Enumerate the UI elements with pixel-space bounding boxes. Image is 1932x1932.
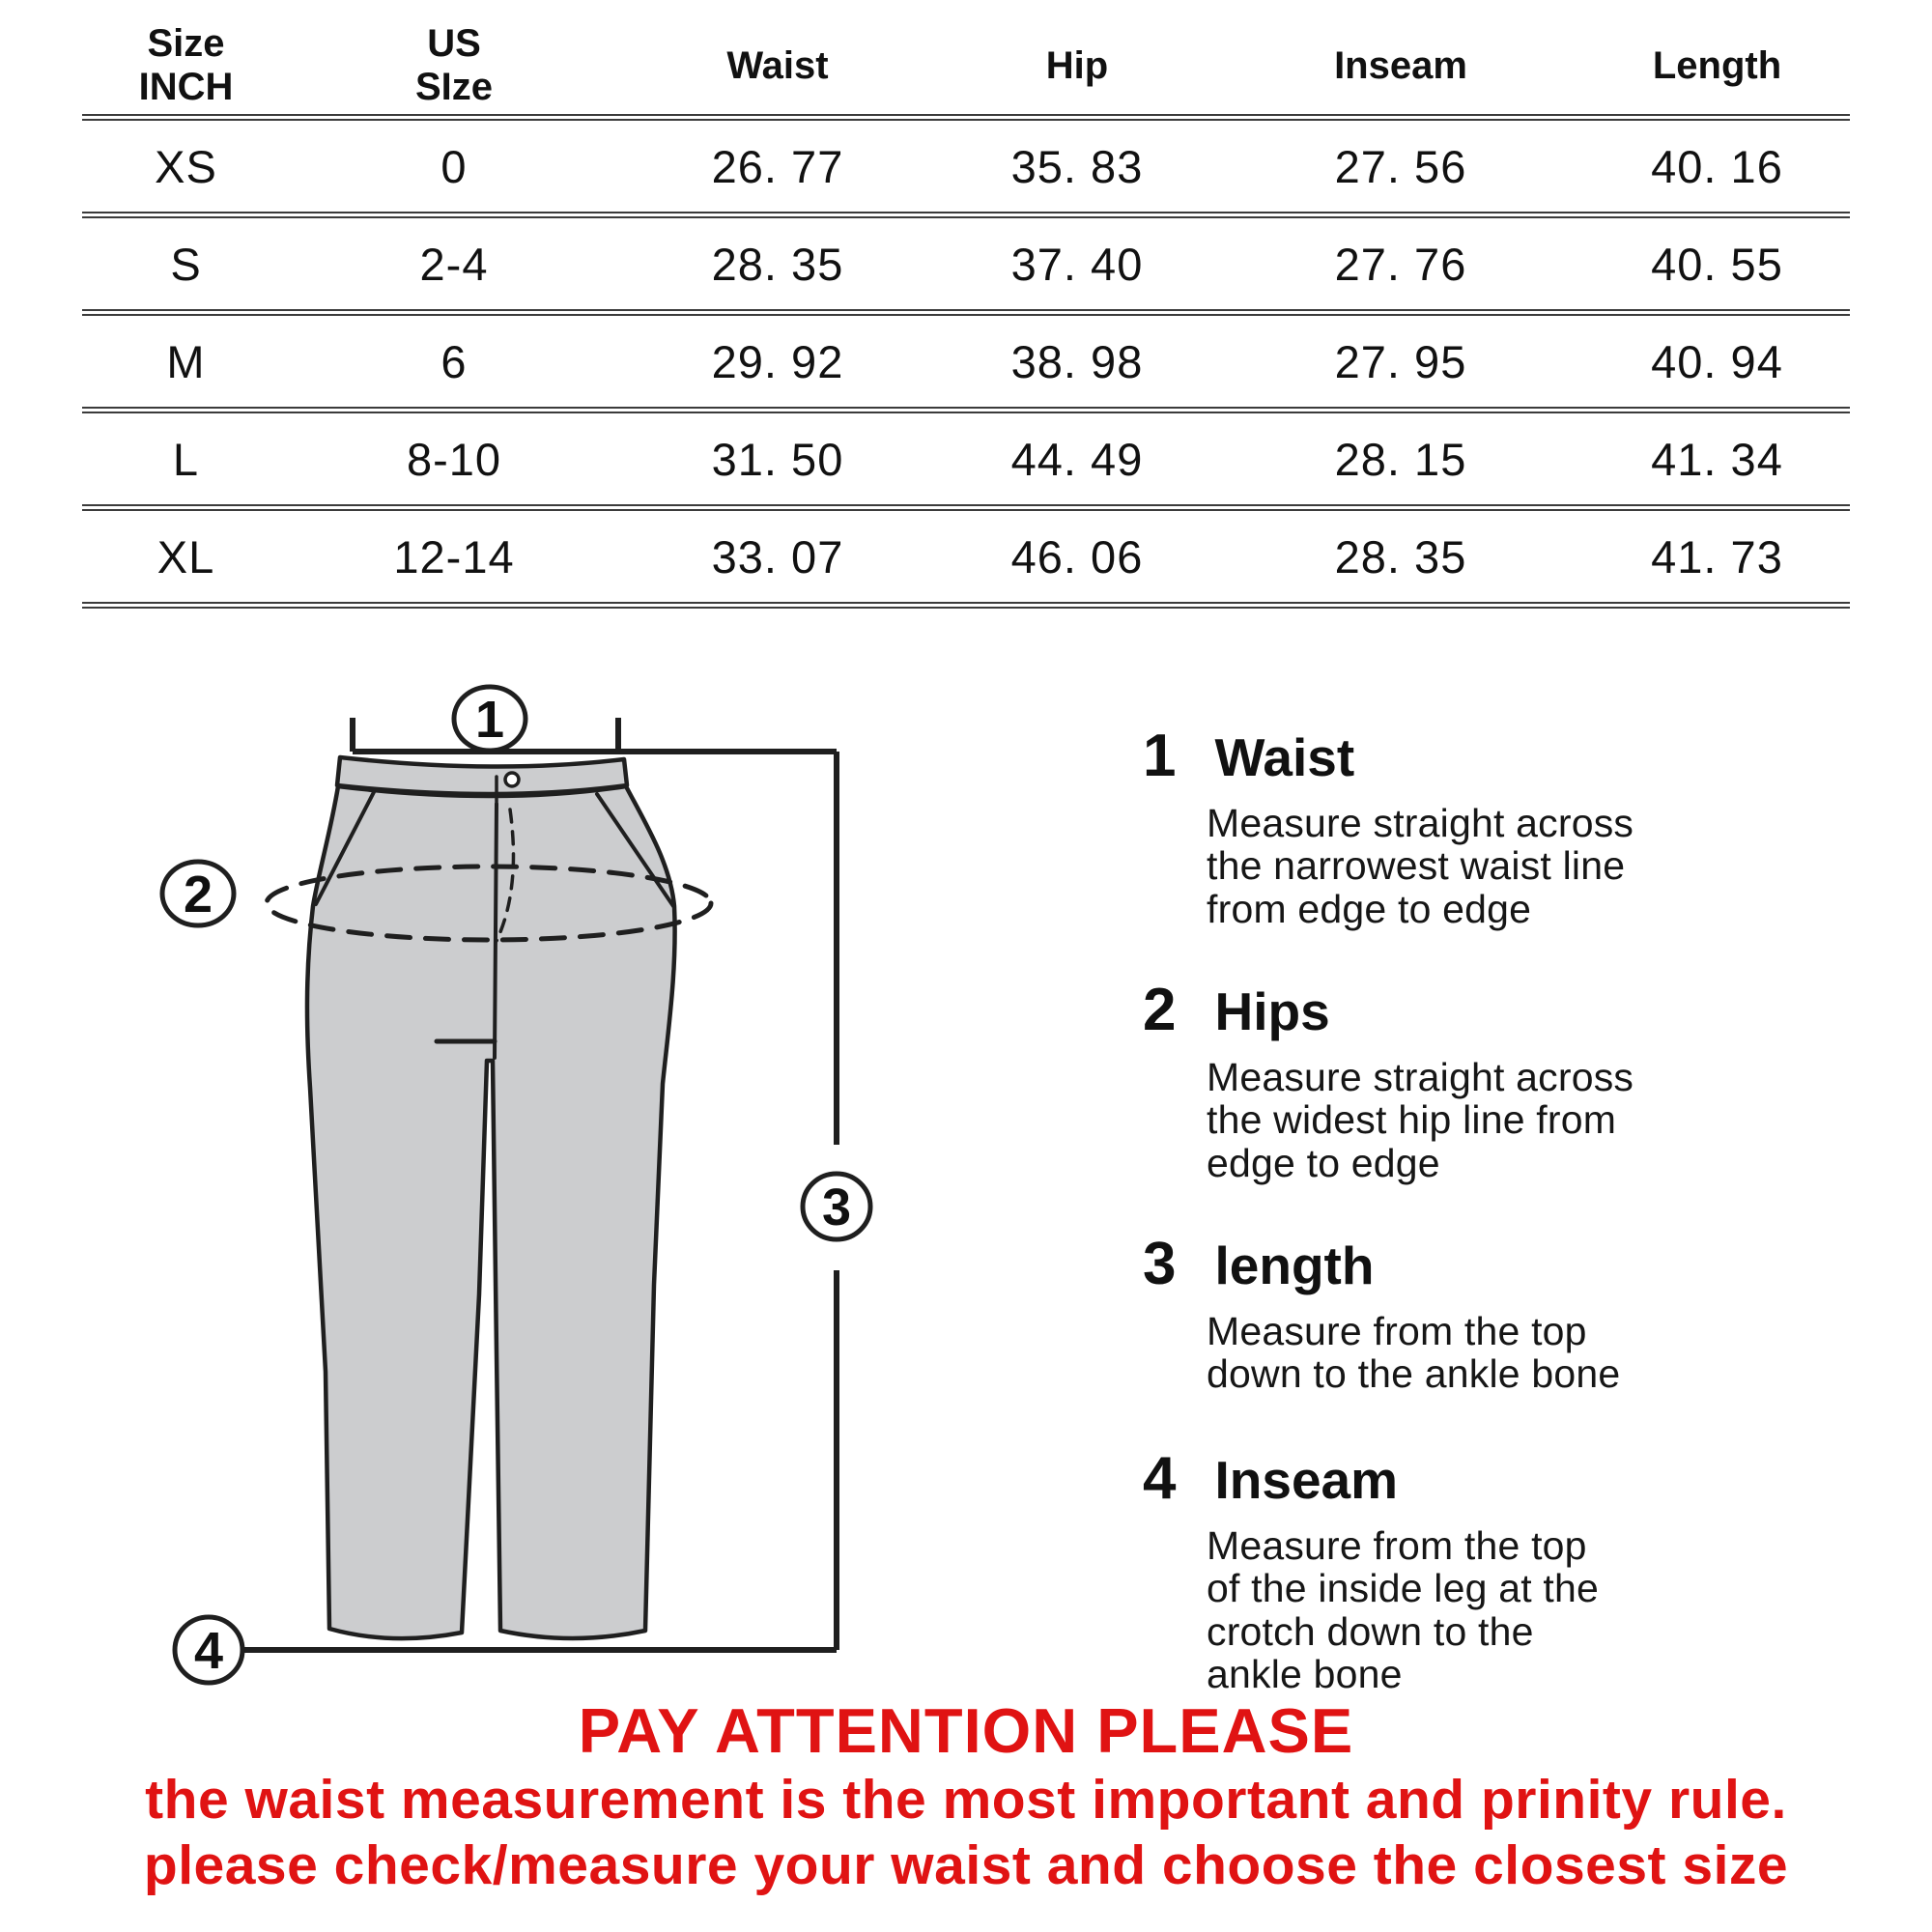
column-header-length: Length xyxy=(1652,43,1782,87)
column-header-size: Size INCH xyxy=(138,22,234,108)
cell-length: 40. 16 xyxy=(1651,140,1783,192)
cell-hip: 44. 49 xyxy=(1010,433,1144,485)
cell-inseam: 27. 95 xyxy=(1334,335,1467,387)
table-row-m: M 6 29. 92 38. 98 27. 95 40. 94 xyxy=(82,313,1850,411)
cell-hip: 35. 83 xyxy=(1010,140,1144,192)
instruction-number: 3 xyxy=(1143,1231,1177,1297)
instruction-inseam: 4 Inseam Measure from the top of the ins… xyxy=(1143,1449,1628,1695)
pocket-line-right xyxy=(595,792,675,908)
instruction-title: Waist xyxy=(1214,727,1355,787)
cell-length: 41. 34 xyxy=(1651,433,1783,485)
cell-size: XS xyxy=(155,140,217,192)
cell-us-size: 0 xyxy=(440,140,468,192)
callout-4-circle xyxy=(172,1614,245,1686)
cell-inseam: 27. 56 xyxy=(1334,140,1467,192)
cell-us-size: 2-4 xyxy=(419,238,489,290)
instruction-title: Hips xyxy=(1214,981,1330,1041)
instruction-hips: 2 Hips Measure straight across the wides… xyxy=(1143,980,1682,1184)
cell-size: M xyxy=(166,335,206,387)
instruction-title: Inseam xyxy=(1214,1450,1399,1510)
warning-title: PAY ATTENTION PLEASE xyxy=(578,1695,1354,1766)
hip-measure-ellipse xyxy=(264,864,714,943)
instruction-body: Measure from the top of the inside leg a… xyxy=(1207,1523,1599,1696)
callout-3-number: 3 xyxy=(822,1179,851,1236)
column-header-waist: Waist xyxy=(726,43,829,87)
cell-inseam: 28. 15 xyxy=(1334,433,1467,485)
callout-2-number: 2 xyxy=(184,866,213,923)
waistband-button xyxy=(503,771,521,788)
column-header-us-size: US SIze xyxy=(414,22,494,108)
instruction-title: length xyxy=(1214,1236,1375,1295)
cell-hip: 38. 98 xyxy=(1010,335,1144,387)
instruction-body: Measure straight across the narrowest wa… xyxy=(1207,801,1634,931)
cell-waist: 29. 92 xyxy=(711,335,844,387)
column-header-hip: Hip xyxy=(1045,43,1109,87)
instruction-number: 1 xyxy=(1143,723,1177,789)
callout-4-number: 4 xyxy=(194,1622,223,1680)
cell-waist: 28. 35 xyxy=(711,238,844,290)
cell-size: L xyxy=(172,433,200,485)
size-chart-table: Size INCH US SIze Waist Hip Inseam Lengt… xyxy=(82,17,1850,609)
instruction-number: 2 xyxy=(1143,977,1177,1043)
instruction-body: Measure straight across the widest hip l… xyxy=(1207,1055,1634,1185)
fly-stitch-dashed xyxy=(495,808,516,943)
cell-inseam: 27. 76 xyxy=(1334,238,1467,290)
cell-waist: 26. 77 xyxy=(711,140,844,192)
callout-1-circle xyxy=(451,684,528,753)
cell-us-size: 6 xyxy=(440,335,468,387)
instruction-waist: 1 Waist Measure straight across the narr… xyxy=(1143,726,1672,930)
callout-2-circle xyxy=(159,859,237,928)
table-row-xl: XL 12-14 33. 07 46. 06 28. 35 41. 73 xyxy=(82,508,1850,606)
callout-3-circle xyxy=(800,1171,873,1242)
cell-hip: 46. 06 xyxy=(1010,530,1144,582)
cell-hip: 37. 40 xyxy=(1010,238,1144,290)
cell-length: 41. 73 xyxy=(1651,530,1783,582)
cell-waist: 31. 50 xyxy=(711,433,844,485)
cell-us-size: 12-14 xyxy=(393,530,515,582)
cell-waist: 33. 07 xyxy=(711,530,844,582)
callout-1-number: 1 xyxy=(475,691,504,749)
fly-center-seam xyxy=(493,802,498,1060)
instruction-body: Measure from the top down to the ankle b… xyxy=(1207,1309,1621,1397)
cell-size: XL xyxy=(156,530,215,582)
instruction-number: 4 xyxy=(1143,1445,1177,1512)
column-header-inseam: Inseam xyxy=(1334,43,1467,87)
pants-waistband xyxy=(334,754,630,797)
cell-length: 40. 55 xyxy=(1651,238,1783,290)
header-row: Size INCH US SIze Waist Hip Inseam Lengt… xyxy=(82,17,1850,118)
instruction-length: 3 length Measure from the top down to th… xyxy=(1143,1235,1628,1396)
cell-length: 40. 94 xyxy=(1651,335,1783,387)
table-row-l: L 8-10 31. 50 44. 49 28. 15 41. 34 xyxy=(82,411,1850,508)
pants-body xyxy=(304,783,677,1641)
warning-block: PAY ATTENTION PLEASE the waist measureme… xyxy=(0,1694,1932,1899)
pocket-line-left xyxy=(314,790,376,906)
table-row-xs: XS 0 26. 77 35. 83 27. 56 40. 16 xyxy=(82,118,1850,215)
cell-size: S xyxy=(170,238,202,290)
table-row-s: S 2-4 28. 35 37. 40 27. 76 40. 55 xyxy=(82,215,1850,313)
warning-line-1: the waist measurement is the most import… xyxy=(145,1769,1787,1831)
cell-inseam: 28. 35 xyxy=(1334,530,1467,582)
cell-us-size: 8-10 xyxy=(406,433,502,485)
warning-line-2: please check/measure your waist and choo… xyxy=(143,1834,1789,1897)
